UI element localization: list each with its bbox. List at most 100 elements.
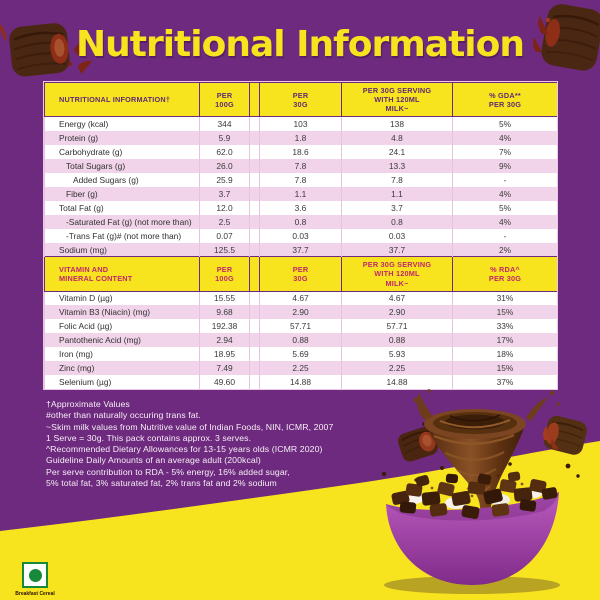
- per-30g-milk-value: 138: [341, 116, 453, 131]
- per-100g-value: 3.7: [199, 186, 250, 201]
- spacer-cell: [249, 144, 260, 159]
- pct-value: 5%: [452, 200, 558, 215]
- table-row: Iron (mg) 18.95 5.69 5.93 18%: [44, 347, 558, 362]
- table-row: Selenium (µg) 49.60 14.88 14.88 37%: [44, 375, 558, 390]
- per-30g-milk-value: 0.88: [341, 333, 453, 348]
- pct-value: 9%: [452, 158, 558, 173]
- spacer-cell: [249, 305, 260, 320]
- nutrient-label: Vitamin B3 (Niacin) (mg): [44, 305, 200, 320]
- pct-value: 5%: [452, 116, 558, 131]
- nutrient-label: -Trans Fat (g)# (not more than): [44, 228, 200, 243]
- per-100g-value: 2.5: [199, 214, 250, 229]
- spacer-cell: [249, 361, 260, 376]
- nutrient-label: Pantothenic Acid (mg): [44, 333, 200, 348]
- table-row: Total Fat (g) 12.0 3.6 3.7 5%: [44, 200, 558, 215]
- table1-header-title: NUTRITIONAL INFORMATION†: [44, 81, 200, 118]
- pct-value: 4%: [452, 186, 558, 201]
- pct-value: 4%: [452, 214, 558, 229]
- per-30g-value: 37.7: [259, 242, 342, 257]
- page-title: Nutritional Information: [75, 24, 525, 65]
- table-row: Vitamin B3 (Niacin) (mg) 9.68 2.90 2.90 …: [44, 305, 558, 320]
- per-100g-value: 5.9: [199, 130, 250, 145]
- pct-value: 4%: [452, 130, 558, 145]
- table-row: Energy (kcal) 344 103 138 5%: [44, 116, 558, 131]
- per-30g-value: 3.6: [259, 200, 342, 215]
- spacer-cell: [249, 319, 260, 334]
- per-100g-value: 15.55: [199, 291, 250, 306]
- per-30g-milk-value: 3.7: [341, 200, 453, 215]
- nutrient-label: Vitamin D (µg): [44, 291, 200, 306]
- footnote-line: †Approximate Values: [46, 399, 130, 409]
- table2-header-per-30g: PER 30G: [259, 256, 342, 292]
- table2-header-per-100g: PER 100G: [199, 256, 250, 292]
- spacer-cell: [249, 291, 260, 306]
- per-30g-milk-value: 0.03: [341, 228, 453, 243]
- per-30g-milk-value: 13.3: [341, 158, 453, 173]
- table-row: -Trans Fat (g)# (not more than) 0.07 0.0…: [44, 228, 558, 243]
- footnote-line: ^Recommended Dietary Allowances for 13-1…: [46, 444, 323, 455]
- per-100g-value: 62.0: [199, 144, 250, 159]
- spacer-cell: [249, 347, 260, 362]
- pct-value: -: [452, 228, 558, 243]
- per-30g-milk-value: 0.8: [341, 214, 453, 229]
- per-30g-value: 0.88: [259, 333, 342, 348]
- nutrient-label: Energy (kcal): [44, 116, 200, 131]
- per-30g-value: 103: [259, 116, 342, 131]
- per-30g-value: 57.71: [259, 319, 342, 334]
- pct-value: 15%: [452, 361, 558, 376]
- per-30g-milk-value: 7.8: [341, 172, 453, 187]
- per-100g-value: 2.94: [199, 333, 250, 348]
- pct-value: 7%: [452, 144, 558, 159]
- per-30g-value: 0.03: [259, 228, 342, 243]
- pct-value: 15%: [452, 305, 558, 320]
- per-100g-value: 7.49: [199, 361, 250, 376]
- spacer-cell: [249, 130, 260, 145]
- nutrient-label: Protein (g): [44, 130, 200, 145]
- per-30g-milk-value: 5.93: [341, 347, 453, 362]
- footnote-line: 5% total fat, 3% saturated fat, 2% trans…: [46, 478, 277, 489]
- nutrient-label: Total Sugars (g): [44, 158, 200, 173]
- table-row: Sodium (mg) 125.5 37.7 37.7 2%: [44, 242, 558, 257]
- spacer-cell: [249, 242, 260, 257]
- per-100g-value: 192.38: [199, 319, 250, 334]
- spacer-cell: [249, 214, 260, 229]
- per-30g-value: 7.8: [259, 158, 342, 173]
- table2-body: Vitamin D (µg) 15.55 4.67 4.67 31% Vitam…: [44, 291, 558, 390]
- table-row: Vitamin D (µg) 15.55 4.67 4.67 31%: [44, 291, 558, 306]
- per-30g-value: 0.8: [259, 214, 342, 229]
- per-30g-milk-value: 1.1: [341, 186, 453, 201]
- table1-header-pct-gda: % GDA** PER 30G: [452, 81, 558, 118]
- nutrient-label: Selenium (µg): [44, 375, 200, 390]
- spacer-cell: [249, 333, 260, 348]
- pct-value: 18%: [452, 347, 558, 362]
- footnote-line: Guideline Daily Amounts of an average ad…: [46, 455, 261, 466]
- per-30g-value: 2.90: [259, 305, 342, 320]
- table1-header-per-30g: PER 30G: [259, 81, 342, 118]
- footnote-line: Per serve contribution to RDA - 5% energ…: [46, 466, 290, 477]
- table-row: Total Sugars (g) 26.0 7.8 13.3 9%: [44, 158, 558, 173]
- pct-value: 31%: [452, 291, 558, 306]
- per-100g-value: 49.60: [199, 375, 250, 390]
- per-100g-value: 0.07: [199, 228, 250, 243]
- nutrient-label: Iron (mg): [44, 347, 200, 362]
- spacer-cell: [249, 116, 260, 131]
- table-row: Carbohydrate (g) 62.0 18.6 24.1 7%: [44, 144, 558, 159]
- nutrition-table-container: NUTRITIONAL INFORMATION† PER 100G PER 30…: [43, 80, 558, 391]
- pct-value: -: [452, 172, 558, 187]
- per-30g-milk-value: 37.7: [341, 242, 453, 257]
- table1-header-per-100g: PER 100G: [199, 81, 250, 118]
- spacer-cell: [249, 200, 260, 215]
- per-30g-milk-value: 4.67: [341, 291, 453, 306]
- table2-header-spacer: [249, 256, 260, 292]
- per-30g-value: 2.25: [259, 361, 342, 376]
- table1-header-spacer: [249, 81, 260, 118]
- pct-value: 17%: [452, 333, 558, 348]
- footnotes: †Approximate Values #other than naturall…: [46, 399, 426, 489]
- per-30g-milk-value: 2.25: [341, 361, 453, 376]
- per-30g-value: 1.8: [259, 130, 342, 145]
- per-100g-value: 9.68: [199, 305, 250, 320]
- per-30g-milk-value: 57.71: [341, 319, 453, 334]
- pct-value: 33%: [452, 319, 558, 334]
- table-row: Pantothenic Acid (mg) 2.94 0.88 0.88 17%: [44, 333, 558, 348]
